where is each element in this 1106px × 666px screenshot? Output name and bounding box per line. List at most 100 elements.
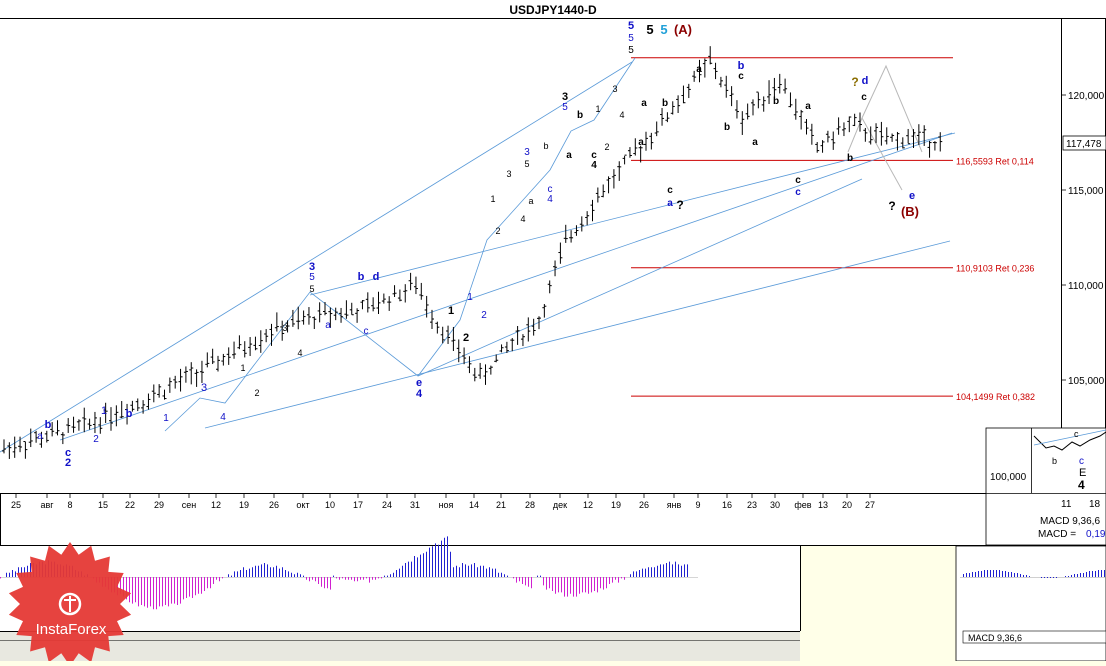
wave-label: b xyxy=(45,419,52,431)
time-tick-label: 19 xyxy=(611,500,621,510)
inset-wave-c: c xyxy=(1074,429,1079,439)
time-tick-label: 27 xyxy=(865,500,875,510)
wave-label: 4 xyxy=(220,412,226,423)
time-tick-label: 14 xyxy=(469,500,479,510)
wave-label: c xyxy=(364,326,369,337)
inset-channel-line xyxy=(1033,429,1106,446)
wave-label: 5 xyxy=(309,284,314,294)
wave-label: 4 xyxy=(547,194,553,205)
inset-x-tick-11: 11 xyxy=(1061,499,1072,510)
time-tick-label: 28 xyxy=(525,500,535,510)
time-tick-label: 22 xyxy=(125,500,135,510)
time-tick-label: 19 xyxy=(239,500,249,510)
wave-label: e xyxy=(416,377,422,389)
price-axis: 120,000 115,000 110,000 105,000 xyxy=(1061,91,1105,387)
time-tick-label: дек xyxy=(553,500,567,510)
channel-line xyxy=(204,240,951,429)
channel-line xyxy=(309,132,956,296)
time-tick-label: фев xyxy=(794,500,811,510)
macd-value: 0,19 xyxy=(1086,529,1106,540)
wave-label: a xyxy=(667,198,673,209)
inset-price-line xyxy=(1033,431,1106,451)
inset-y-tick: 100,000 xyxy=(990,472,1027,483)
price-tick-label: 110,000 xyxy=(1068,281,1104,292)
logo-emblem-icon xyxy=(58,592,82,616)
wave-label: a xyxy=(696,64,702,75)
time-tick-label: 23 xyxy=(747,500,757,510)
plot-area xyxy=(0,19,1061,493)
projection-path-up xyxy=(847,64,923,153)
wave-label: 1 xyxy=(595,104,600,114)
wave-label: 3 xyxy=(309,261,315,273)
chart-title: USDJPY1440-D xyxy=(509,3,597,17)
fib-level-label: 116,5593 Ret 0,114 xyxy=(956,156,1034,166)
wave-label: 4 xyxy=(619,110,624,120)
wave-label: c xyxy=(795,187,801,198)
wave-label: 2 xyxy=(481,310,487,321)
wave-label: 4 xyxy=(591,160,597,171)
wave-label: b xyxy=(543,141,548,151)
wave-label: 3 xyxy=(562,91,568,103)
inset-wave-c-blue: c xyxy=(1079,456,1084,467)
wave-label: ? xyxy=(888,199,895,213)
wave-label: a xyxy=(641,98,647,109)
price-tick-label: 105,000 xyxy=(1068,376,1105,387)
time-tick-label: 26 xyxy=(639,500,649,510)
wave-label: a xyxy=(325,320,331,331)
channel-line xyxy=(59,132,953,441)
time-tick-label: 21 xyxy=(496,500,506,510)
forecast-path xyxy=(847,64,923,191)
wave-label: d xyxy=(862,75,869,87)
wave-label: 2 xyxy=(254,388,259,398)
wave-label: a xyxy=(805,101,811,112)
wave-label: b xyxy=(847,153,853,164)
time-tick-label: авг xyxy=(40,500,54,510)
macd-value-caption: MACD = xyxy=(1038,529,1076,540)
title-bar xyxy=(0,0,1106,18)
wave-label: 1 xyxy=(240,363,245,373)
wave-label: 4 xyxy=(297,348,302,358)
wave-label: 5 xyxy=(660,22,667,37)
wave-label: 3 xyxy=(201,382,207,394)
wave-label: 5 xyxy=(646,22,653,37)
wave-label: b xyxy=(738,60,745,72)
wave-label: ? xyxy=(851,75,858,89)
projection-path-down xyxy=(861,117,903,191)
time-tick-label: ноя xyxy=(439,500,454,510)
inset-wave-b: b xyxy=(1052,456,1057,466)
inset-wave-E: E xyxy=(1079,467,1086,479)
wave-label: b xyxy=(577,110,583,121)
channel-line xyxy=(417,178,863,377)
logo-text: InstaForex xyxy=(36,621,107,638)
time-tick-label: 24 xyxy=(382,500,392,510)
fib-level-label: 110,9103 Ret 0,236 xyxy=(956,264,1034,274)
wave-label: 3 xyxy=(524,147,530,158)
inset-wave-4: 4 xyxy=(1078,478,1085,492)
inset-macd-label: MACD 9,36,6 xyxy=(968,633,1022,643)
wave-label: a xyxy=(566,150,572,161)
wave-label: 5 xyxy=(309,272,315,283)
price-tick-label: 120,000 xyxy=(1068,91,1105,102)
current-price-label: 117,478 xyxy=(1066,139,1102,150)
channel-line xyxy=(0,61,633,453)
wave-label: 3 xyxy=(506,169,511,179)
wave-label: 5 xyxy=(628,20,634,32)
wave-label: 4 xyxy=(416,388,423,400)
macd-panel: MACD 9,36,6 xyxy=(0,536,1106,662)
trend-channel-lines xyxy=(0,57,956,453)
wave-label: c xyxy=(65,447,71,459)
wave-label: b xyxy=(358,271,365,283)
wave-label: 2 xyxy=(65,457,71,469)
wave-label: 5 xyxy=(562,102,568,113)
wave-label: 1 xyxy=(490,194,495,204)
wave-label: d xyxy=(373,271,380,283)
inset-panel: 100,000 11 18 c b c E 4 MACD 9,36,6 MACD… xyxy=(985,427,1106,546)
time-tick-label: 30 xyxy=(770,500,780,510)
inset-macd-histogram xyxy=(963,570,1105,578)
wave-label: b xyxy=(724,122,730,133)
wave-label: c xyxy=(667,185,673,196)
wave-label: a xyxy=(752,137,758,148)
time-tick-label: 8 xyxy=(67,500,72,510)
